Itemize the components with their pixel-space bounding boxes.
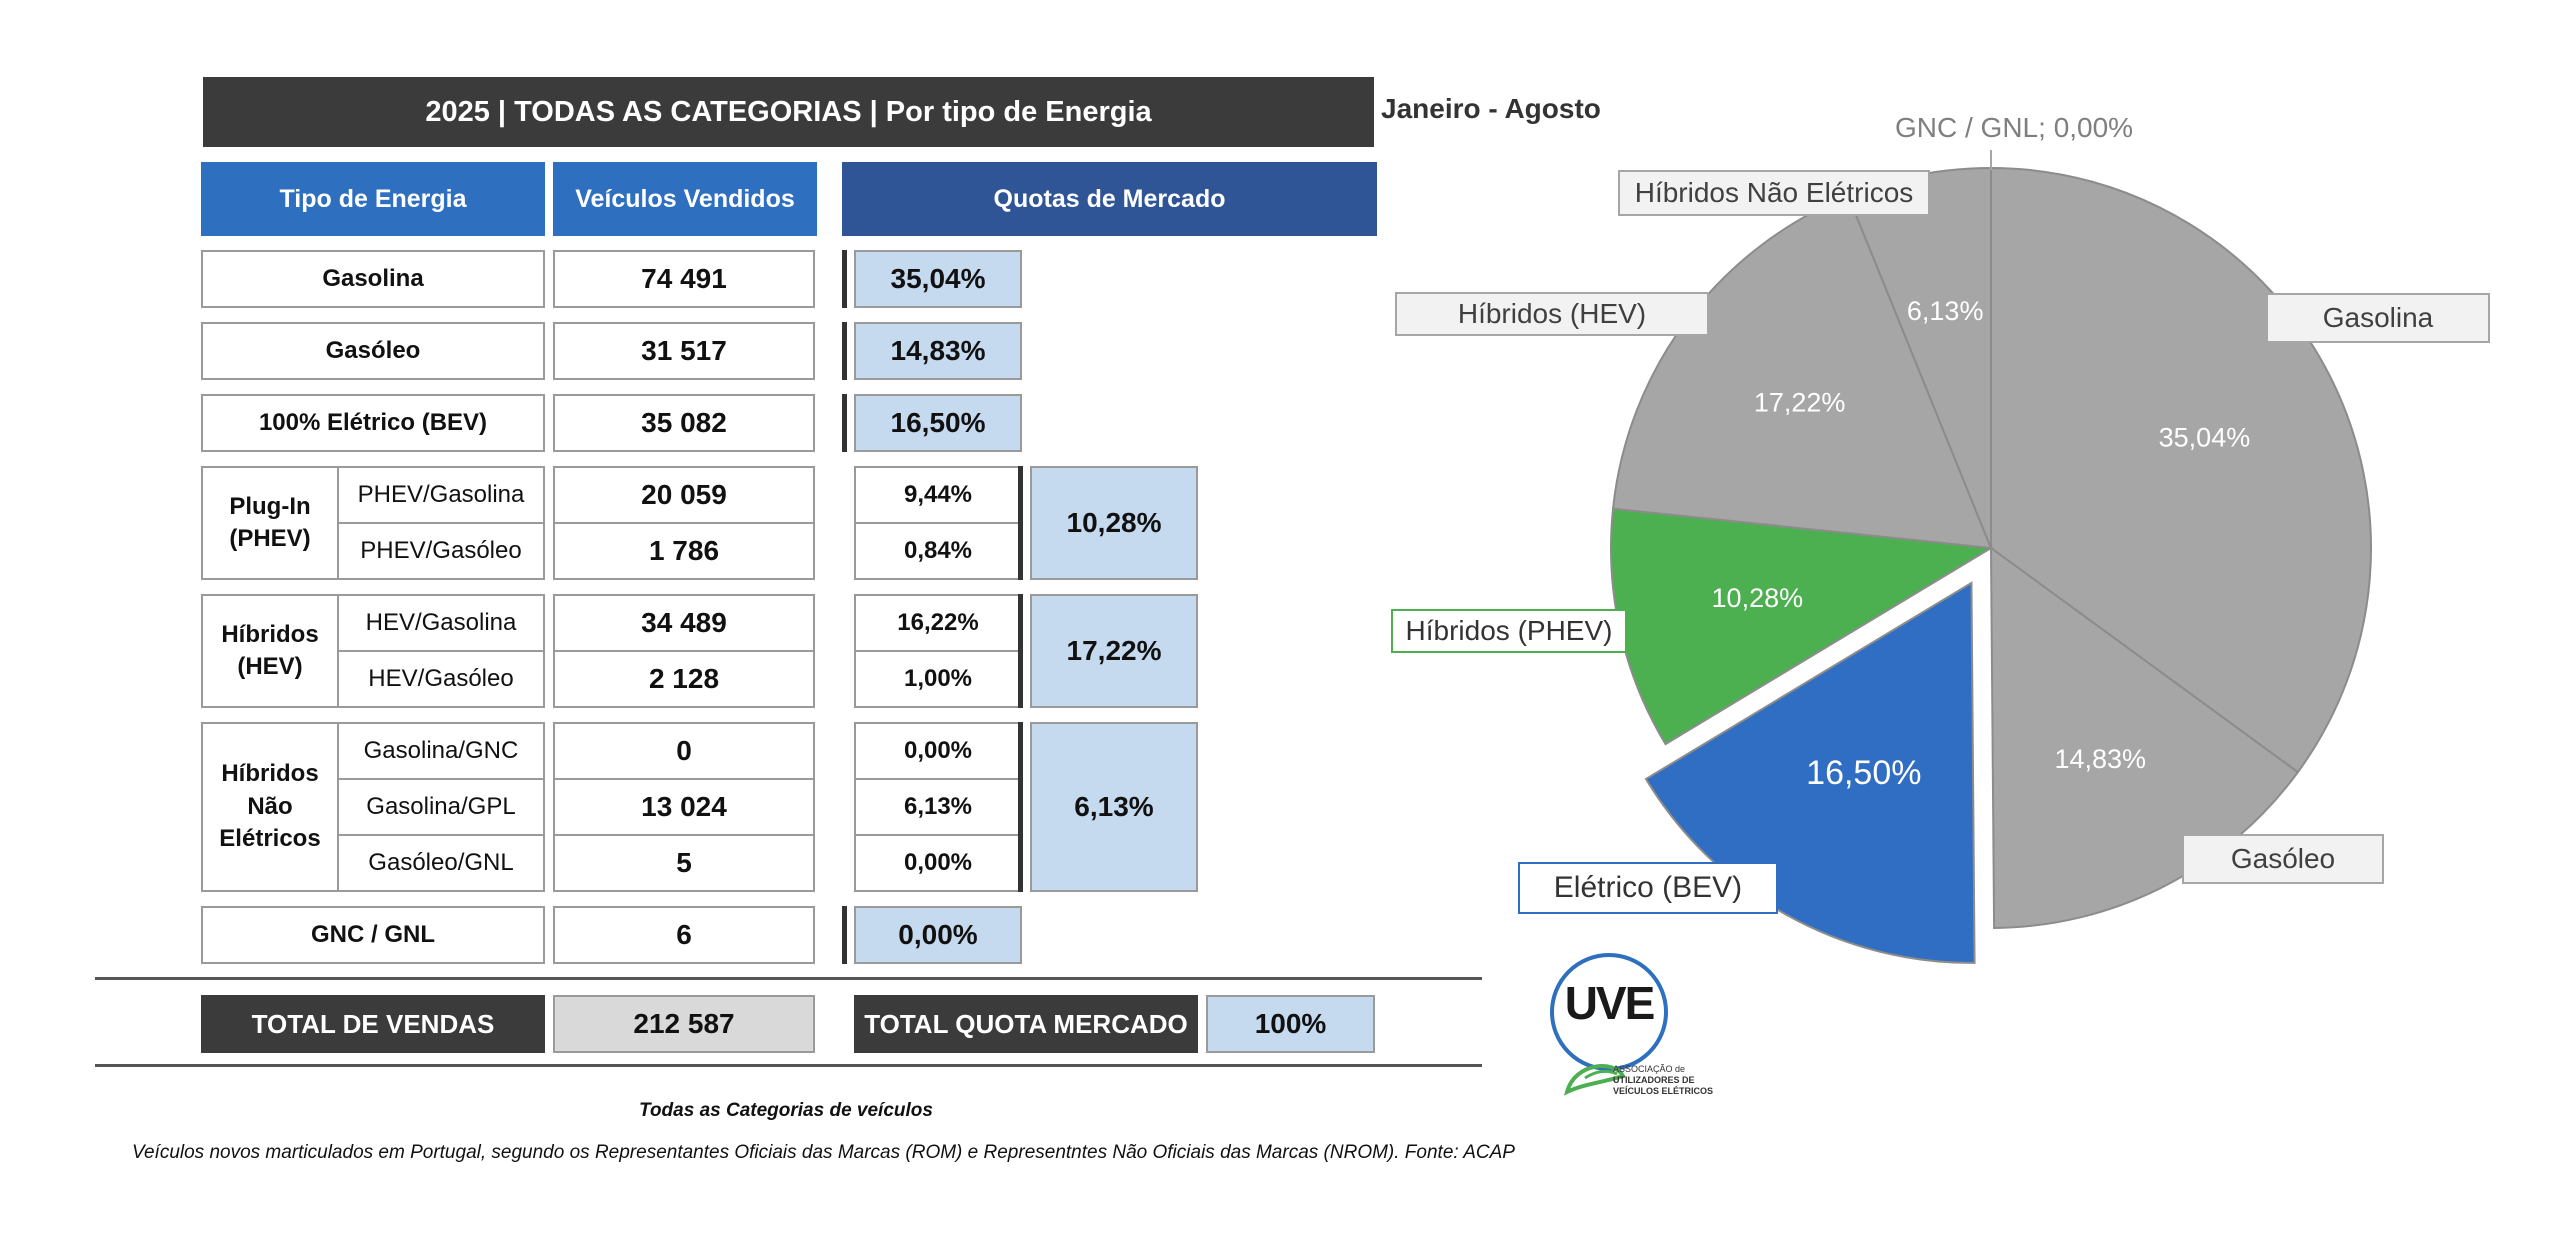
- total-vendas-label: TOTAL DE VENDAS: [201, 995, 545, 1053]
- row-hne-gpl-sold: 13 024: [553, 778, 815, 836]
- title-bar: 2025 | TODAS AS CATEGORIAS | Por tipo de…: [203, 77, 1374, 147]
- totals-rule-bottom: [95, 1064, 1482, 1067]
- row-hne-gnc-label: Gasolina/GNC: [337, 722, 545, 780]
- footer-subtitle: Todas as Categorias de veículos: [639, 1100, 933, 1121]
- pie-label-hne: Híbridos Não Elétricos: [1618, 170, 1930, 216]
- row-hne-gpl-label: Gasolina/GPL: [337, 778, 545, 836]
- total-vendas-value: 212 587: [553, 995, 815, 1053]
- pie-values: 35,04% 14,83% 16,50% 10,28% 17,22% 6,13%: [1712, 296, 2251, 792]
- row-bev-label: 100% Elétrico (BEV): [201, 394, 545, 452]
- row-hev-gasolina-sold: 34 489: [553, 594, 815, 652]
- group-hne-label: Híbridos Não Elétricos: [201, 722, 339, 892]
- row-phev-gasolina-share: 9,44%: [854, 466, 1022, 524]
- pie-label-phev: Híbridos (PHEV): [1391, 609, 1627, 653]
- row-hne-gnl-sold: 5: [553, 834, 815, 892]
- uve-logo-line: UTILIZADORES DE: [1613, 1075, 1695, 1085]
- divider: [1018, 594, 1023, 708]
- row-gasolina-sold: 74 491: [553, 250, 815, 308]
- pie-label-hev: Híbridos (HEV): [1395, 292, 1709, 336]
- row-hne-gnl-share: 0,00%: [854, 834, 1022, 892]
- row-hev-gasoleo-label: HEV/Gasóleo: [337, 650, 545, 708]
- row-gasoleo-label: Gasóleo: [201, 322, 545, 380]
- footer-source: Veículos novos marticulados em Portugal,…: [132, 1142, 1515, 1163]
- pie-label-gnc: GNC / GNL; 0,00%: [1895, 112, 2134, 143]
- page-title: 2025 | TODAS AS CATEGORIAS | Por tipo de…: [425, 95, 1152, 128]
- row-hev-gasoleo-share: 1,00%: [854, 650, 1022, 708]
- uve-logo: UVE ASSOCIAÇÃO de UTILIZADORES DE VEÍCUL…: [1545, 952, 1715, 1110]
- pie-label-gasoleo: Gasóleo: [2182, 834, 2384, 884]
- pie-value-el-trico-bev: 16,50%: [1806, 754, 1921, 792]
- group-hev-total: 17,22%: [1030, 594, 1198, 708]
- uve-logo-mark: [1550, 953, 1668, 1096]
- group-hne-total: 6,13%: [1030, 722, 1198, 892]
- row-hev-gasolina-label: HEV/Gasolina: [337, 594, 545, 652]
- row-hev-gasolina-share: 16,22%: [854, 594, 1022, 652]
- header-tipo: Tipo de Energia: [201, 162, 545, 236]
- row-phev-gasoleo-label: PHEV/Gasóleo: [337, 522, 545, 580]
- group-phev-total: 10,28%: [1030, 466, 1198, 580]
- row-phev-gasolina-label: PHEV/Gasolina: [337, 466, 545, 524]
- divider: [842, 394, 847, 452]
- pie-value-h-bridos-n-o-el-tricos: 6,13%: [1907, 296, 1984, 326]
- row-phev-gasolina-sold: 20 059: [553, 466, 815, 524]
- uve-logo-line: VEÍCULOS ELÉTRICOS: [1613, 1086, 1714, 1096]
- row-gnc-label: GNC / GNL: [201, 906, 545, 964]
- header-quotas: Quotas de Mercado: [842, 162, 1377, 236]
- period-label: Janeiro - Agosto: [1381, 93, 1601, 124]
- row-hne-gpl-share: 6,13%: [854, 778, 1022, 836]
- group-phev-label: Plug-In (PHEV): [201, 466, 339, 580]
- divider: [842, 906, 847, 964]
- row-bev-sold: 35 082: [553, 394, 815, 452]
- row-bev-share: 16,50%: [854, 394, 1022, 452]
- pie-value-gas-leo: 14,83%: [2054, 744, 2146, 774]
- divider: [842, 322, 847, 380]
- divider: [842, 250, 847, 308]
- pie-value-gasolina: 35,04%: [2159, 423, 2251, 453]
- total-quota-label: TOTAL QUOTA MERCADO: [854, 995, 1198, 1053]
- uve-logo-text: ASSOCIAÇÃO de UTILIZADORES DE VEÍCULOS E…: [1613, 1064, 1713, 1097]
- totals-rule-top: [95, 977, 1482, 980]
- pie-value-h-bridos-phev: 10,28%: [1712, 583, 1804, 613]
- pie-slice-gas-leo: [1989, 546, 2300, 929]
- uve-logo-line: ASSOCIAÇÃO de: [1613, 1064, 1686, 1074]
- pie-label-bev: Elétrico (BEV): [1518, 862, 1778, 914]
- row-phev-gasoleo-share: 0,84%: [854, 522, 1022, 580]
- row-hev-gasoleo-sold: 2 128: [553, 650, 815, 708]
- row-gasolina-share: 35,04%: [854, 250, 1022, 308]
- divider: [1018, 466, 1023, 580]
- row-gnc-sold: 6: [553, 906, 815, 964]
- row-hne-gnl-label: Gasóleo/GNL: [337, 834, 545, 892]
- row-gasolina-label: Gasolina: [201, 250, 545, 308]
- row-gasoleo-share: 14,83%: [854, 322, 1022, 380]
- pie-value-h-bridos-hev: 17,22%: [1754, 387, 1846, 417]
- row-gnc-share: 0,00%: [854, 906, 1022, 964]
- row-hne-gnc-share: 0,00%: [854, 722, 1022, 780]
- row-phev-gasoleo-sold: 1 786: [553, 522, 815, 580]
- row-hne-gnc-sold: 0: [553, 722, 815, 780]
- group-hev-label: Híbridos (HEV): [201, 594, 339, 708]
- divider: [1018, 722, 1023, 892]
- total-quota-value: 100%: [1206, 995, 1375, 1053]
- uve-logo-wordmark: UVE: [1564, 977, 1656, 1029]
- header-vendidos: Veículos Vendidos: [553, 162, 817, 236]
- pie-label-gasolina: Gasolina: [2266, 293, 2490, 343]
- row-gasoleo-sold: 31 517: [553, 322, 815, 380]
